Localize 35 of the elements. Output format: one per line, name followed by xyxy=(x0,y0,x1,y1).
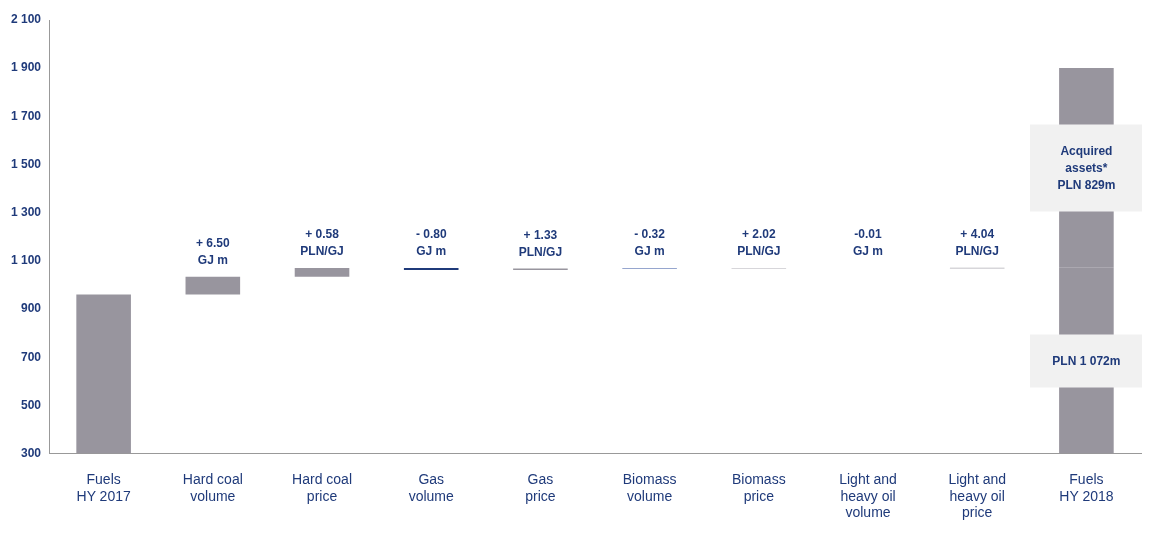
y-tick-label: 1 300 xyxy=(11,205,42,220)
annotation: PLN 1 072m xyxy=(1051,352,1122,370)
x-tick-label: Fuels HY 2017 xyxy=(76,470,131,504)
bar xyxy=(294,268,350,277)
x-tick-label: Gas volume xyxy=(408,470,454,504)
annotation: + 0.58 PLN/GJ xyxy=(300,227,344,259)
annotation: + 2.02 PLN/GJ xyxy=(737,227,781,259)
bar xyxy=(76,294,131,454)
x-tick-label: Biomass volume xyxy=(622,470,677,504)
y-tick-label: 1 700 xyxy=(11,108,42,123)
annotation: -0.01 GJ m xyxy=(852,226,884,261)
y-tick-label: 300 xyxy=(21,445,42,460)
x-tick-label: Light and heavy oil volume xyxy=(839,470,897,521)
x-tick-label: Hard coal price xyxy=(292,470,352,504)
y-tick-label: 1 900 xyxy=(11,60,42,75)
y-tick-label: 2 100 xyxy=(11,12,42,27)
annotation: + 4.04 PLN/GJ xyxy=(955,226,999,258)
annotation: - 0.32 GJ m xyxy=(634,227,666,259)
y-tick-label: 900 xyxy=(21,301,42,316)
y-tick-label: 1 500 xyxy=(11,156,42,171)
y-tick-label: 500 xyxy=(21,397,42,412)
y-tick-label: 700 xyxy=(21,349,42,364)
annotation: + 6.50 GJ m xyxy=(195,236,230,268)
label-box: Acquired assets* PLN 829m xyxy=(1030,124,1143,212)
annotation: Acquired assets* PLN 829m xyxy=(1056,142,1117,194)
x-tick-label: Hard coal volume xyxy=(182,470,243,504)
x-tick-label: Gas price xyxy=(525,470,556,504)
x-tick-label: Biomass price xyxy=(731,470,786,504)
x-tick-label: Light and heavy oil price xyxy=(948,470,1007,521)
y-tick-label: 1 100 xyxy=(11,253,42,268)
x-tick-label: Fuels HY 2018 xyxy=(1059,470,1114,504)
annotation: - 0.80 GJ m xyxy=(415,227,447,259)
label-box: PLN 1 072m xyxy=(1030,334,1143,388)
bar xyxy=(185,276,241,295)
annotation: + 1.33 PLN/GJ xyxy=(518,227,563,259)
